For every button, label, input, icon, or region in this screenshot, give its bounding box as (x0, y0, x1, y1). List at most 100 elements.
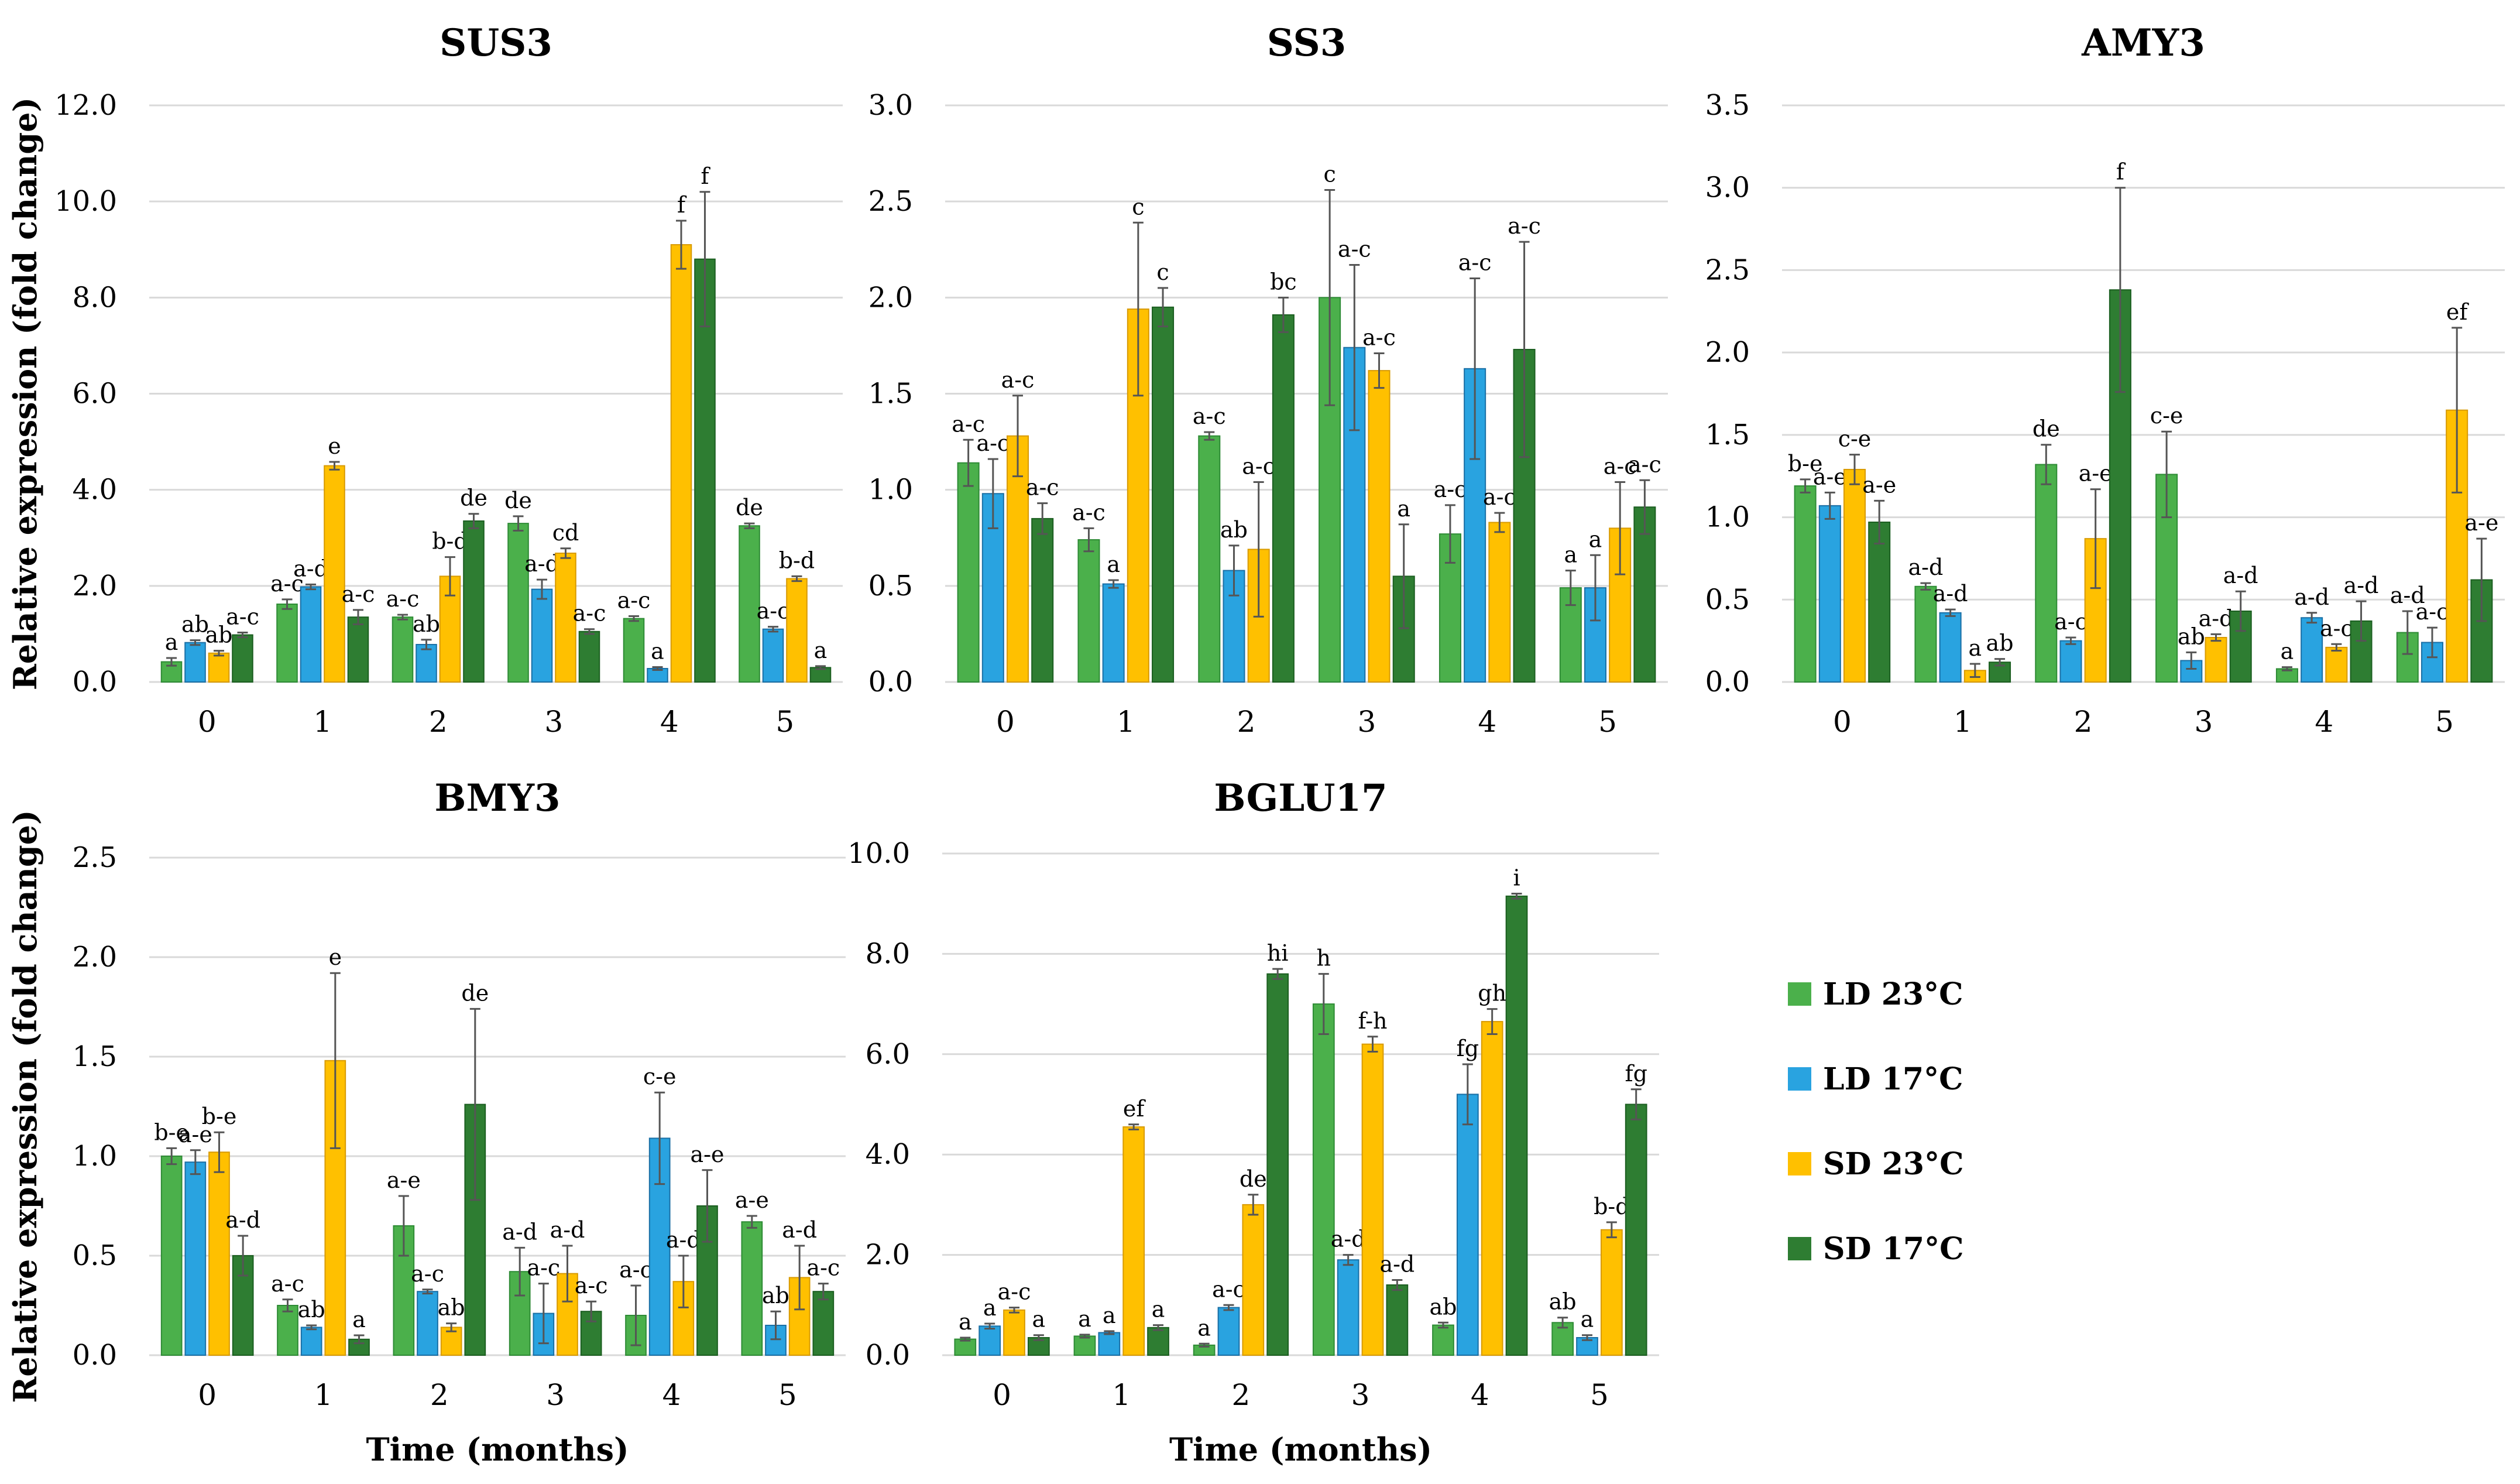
bar (160, 1156, 183, 1356)
y-tick-label: 10.0 (847, 837, 910, 870)
bar (1600, 1229, 1623, 1356)
significance-label: a-c (1508, 213, 1541, 239)
significance-label: a-c (1434, 477, 1467, 502)
y-tick-label: 1.0 (1705, 501, 1750, 534)
significance-label: a-c (575, 1273, 608, 1298)
bar (1217, 1307, 1240, 1356)
y-axis-label: Relative expression (fold change) (6, 97, 44, 690)
significance-label: a (1397, 496, 1410, 522)
y-tick-label: 3.0 (1705, 172, 1750, 204)
chart-bmy3: BMY3 0.0 0.5 1.0 1.5 2.0 2.5 b-e a-c a-e a-d a-c a-e… (6, 776, 846, 1468)
bar (1488, 522, 1511, 683)
significance-label: a-d (666, 1227, 701, 1253)
bar (2301, 617, 2323, 683)
significance-label: a (165, 629, 178, 655)
y-tick-label: 2.0 (73, 570, 117, 602)
bar (623, 618, 645, 683)
significance-label: b-d (432, 529, 468, 554)
significance-label: a-d (1379, 1251, 1415, 1277)
bar (1625, 1103, 1647, 1356)
x-tick-label: 4 (2315, 705, 2333, 739)
x-tick-label: 4 (1471, 1378, 1489, 1412)
bar (392, 616, 414, 683)
significance-label: ab (413, 611, 440, 637)
bar (1077, 539, 1100, 683)
x-tick-label: 4 (660, 705, 679, 739)
y-tick-label: 6.0 (73, 378, 117, 410)
bar (1102, 583, 1125, 683)
significance-label: gh (1478, 981, 1506, 1006)
bar (1505, 895, 1528, 1356)
x-tick-label: 3 (1351, 1378, 1370, 1412)
significance-label: c (1132, 194, 1144, 220)
y-tick-label: 2.5 (73, 841, 117, 874)
bar (324, 465, 345, 683)
x-tick-label: 3 (1358, 705, 1376, 739)
bar (786, 578, 808, 683)
significance-label: a-c (1338, 237, 1371, 262)
significance-label: a-c (998, 1279, 1031, 1305)
significance-label: a-c (271, 1271, 304, 1297)
significance-label: ef (2446, 299, 2469, 325)
significance-label: ef (1123, 1096, 1146, 1122)
significance-label: a-d (1331, 1226, 1366, 1252)
bar (208, 1151, 230, 1356)
legend-label-ld17: LD 17°C (1823, 1061, 1963, 1097)
significance-label: c (1323, 161, 1335, 187)
significance-label: e (328, 433, 341, 459)
x-tick-label: 2 (2074, 705, 2093, 739)
y-tick-label: 0.5 (1705, 583, 1750, 616)
significance-label: a-c (1242, 454, 1275, 479)
significance-label: a-c (411, 1261, 444, 1287)
bar (1843, 468, 1866, 683)
chart-ss3: SS30.00.51.01.52.02.53.0a-ca-ca-cca-caa-… (868, 21, 1668, 739)
x-tick-label: 0 (198, 705, 217, 739)
significance-label: a-d (2223, 563, 2258, 588)
bar (1031, 517, 1054, 683)
bar (1633, 506, 1656, 683)
significance-label: a (1103, 1303, 1116, 1328)
significance-label: a-e (735, 1187, 769, 1213)
bar (1456, 1094, 1479, 1356)
x-tick-label: 5 (778, 1378, 797, 1412)
significance-label: a-d (550, 1217, 585, 1243)
significance-label: a (1589, 526, 1602, 552)
bar (1481, 1021, 1503, 1356)
significance-label: a-c (1628, 451, 1661, 477)
bar (578, 630, 600, 683)
bar (1266, 973, 1289, 1356)
legend-swatch-ld17 (1788, 1067, 1811, 1091)
significance-label: b-e (202, 1103, 237, 1129)
significance-label: a-c (1458, 250, 1492, 276)
x-tick-label: 5 (2435, 705, 2454, 739)
significance-label: bc (1270, 269, 1297, 294)
bar (2109, 289, 2131, 683)
significance-label: e (329, 944, 342, 970)
bar (300, 1327, 322, 1356)
legend-swatch-sd17 (1788, 1237, 1811, 1260)
y-tick-label: 3.0 (868, 89, 913, 122)
bar (417, 1291, 438, 1356)
significance-label: a-c (270, 571, 304, 597)
significance-label: a-c (952, 411, 985, 437)
y-tick-label: 1.0 (73, 1140, 117, 1173)
bar (277, 1305, 298, 1356)
significance-label: b-d (779, 547, 815, 573)
bar (2205, 637, 2227, 683)
bar (2059, 640, 2082, 683)
significance-label: de (1240, 1166, 1267, 1192)
significance-label: de (2033, 416, 2060, 442)
x-tick-label: 0 (993, 1378, 1011, 1412)
bar (463, 520, 485, 683)
significance-label: a-d (225, 1207, 260, 1233)
bar (507, 523, 529, 683)
significance-label: a-c (2054, 609, 2088, 635)
x-tick-label: 1 (313, 705, 332, 739)
significance-label: ab (1986, 630, 2014, 656)
x-tick-label: 5 (775, 705, 794, 739)
bar (741, 1221, 763, 1356)
y-tick-label: 2.0 (73, 941, 117, 974)
bar (531, 588, 553, 683)
significance-label: a (1581, 1307, 1594, 1332)
